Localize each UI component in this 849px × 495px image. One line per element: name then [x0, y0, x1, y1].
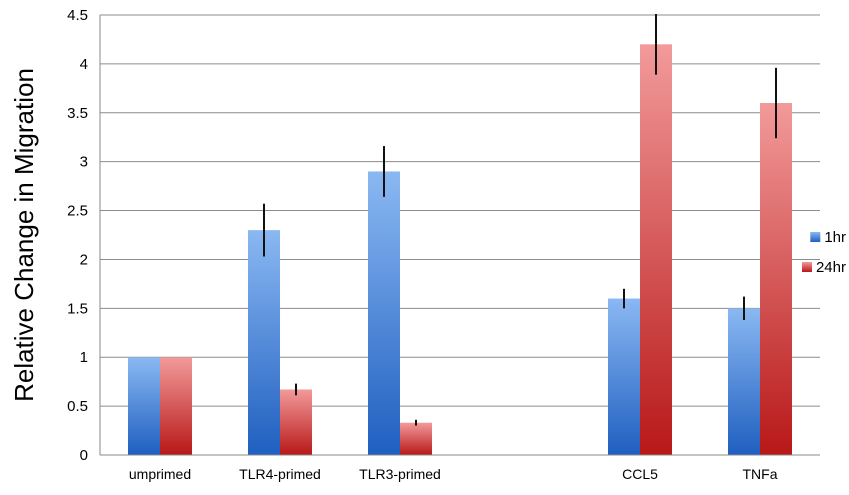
x-category-label: umprimed — [129, 466, 191, 482]
bar-1hr — [248, 230, 280, 455]
bar-24hr — [760, 103, 792, 455]
legend-swatch — [801, 262, 812, 272]
y-tick-label: 4 — [80, 56, 88, 73]
bar-1hr — [608, 298, 640, 455]
bar-24hr — [400, 422, 432, 455]
bar-1hr — [368, 171, 400, 455]
y-axis-title: Relative Change in Migration — [9, 68, 39, 402]
bar-24hr — [640, 44, 672, 455]
y-tick-label: 0.5 — [67, 398, 88, 415]
legend-label: 1hr — [824, 229, 846, 246]
gridlines — [100, 14, 820, 407]
y-tick-label: 3.5 — [67, 105, 88, 122]
x-category-label: TLR3-primed — [359, 466, 441, 482]
y-tick-label: 3 — [80, 154, 88, 171]
legend-label: 24hr — [816, 259, 846, 276]
legend: 1hr 24hr — [801, 229, 846, 276]
x-axis-category-labels: umprimed TLR4-primed TLR3-primed CCL5 TNFa — [129, 466, 778, 482]
x-category-label: CCL5 — [622, 466, 658, 482]
y-axis-tick-labels: 0 0.5 1 1.5 2 2.5 3 3.5 4 4.5 — [67, 7, 88, 464]
legend-swatch — [810, 232, 821, 242]
y-tick-label: 4.5 — [67, 7, 88, 24]
bar-1hr — [128, 357, 160, 455]
bar-24hr — [280, 389, 312, 455]
x-category-label: TNFa — [743, 466, 778, 482]
y-tick-label: 2.5 — [67, 203, 88, 220]
bar-1hr — [728, 308, 760, 455]
error-bars — [263, 14, 777, 426]
bar-24hr — [160, 357, 192, 455]
y-tick-label: 0 — [80, 447, 88, 464]
x-category-label: TLR4-primed — [239, 466, 321, 482]
y-tick-label: 1 — [80, 349, 88, 366]
y-tick-label: 1.5 — [67, 300, 88, 317]
bars — [128, 44, 792, 455]
y-tick-label: 2 — [80, 251, 88, 268]
